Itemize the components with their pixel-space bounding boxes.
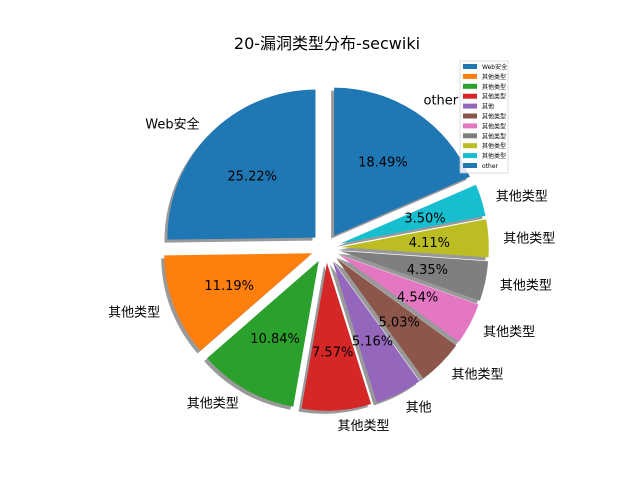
- percentage-label: 5.16%: [352, 335, 393, 350]
- legend-swatch: [463, 133, 477, 139]
- legend-swatch: [463, 93, 477, 99]
- legend-swatch: [463, 113, 477, 119]
- category-label: 其他类型: [503, 231, 555, 246]
- legend-entry: 其他类型: [482, 132, 506, 140]
- legend-entry: 其他类型: [482, 113, 506, 121]
- legend: Web安全其他类型其他类型其他类型其他其他类型其他类型其他类型其他类型其他类型o…: [459, 60, 509, 174]
- legend-swatch: [463, 153, 477, 159]
- legend-swatch: [463, 73, 477, 79]
- pie-slice: [334, 87, 470, 236]
- category-label: 其他类型: [500, 278, 552, 293]
- pie-slice: [336, 258, 457, 379]
- pie-slice: [207, 260, 319, 407]
- pie-slice: [340, 184, 486, 244]
- legend-swatch: [463, 163, 477, 168]
- legend-swatch: [463, 103, 477, 109]
- legend-entry: 其他类型: [482, 152, 506, 160]
- legend-swatch: [463, 83, 477, 89]
- legend-swatch: [463, 64, 477, 69]
- category-label: 其他类型: [483, 325, 535, 340]
- legend-entry: 其他类型: [482, 73, 506, 81]
- category-label: 其他类型: [338, 419, 390, 434]
- legend-swatch: [463, 143, 477, 149]
- percentage-label: 4.11%: [409, 236, 450, 251]
- percentage-label: 18.49%: [358, 155, 408, 170]
- legend-entry: 其他类型: [482, 142, 506, 150]
- percentage-label: 3.50%: [404, 212, 445, 227]
- category-labels: Web安全其他类型其他类型其他类型其他其他类型其他类型其他类型其他类型其他类型o…: [108, 94, 555, 435]
- pie-slice: [164, 253, 313, 351]
- legend-entry: Web安全: [482, 63, 507, 71]
- chart-title: 20-漏洞类型分布-secwiki: [234, 34, 420, 53]
- percentage-label: 5.03%: [379, 315, 420, 330]
- pie-slice: [340, 219, 489, 258]
- category-label: 其他类型: [187, 397, 239, 412]
- legend-swatch: [463, 123, 477, 129]
- category-label: 其他: [406, 401, 432, 416]
- percentage-label: 7.57%: [312, 345, 353, 360]
- category-label: 其他类型: [496, 190, 548, 205]
- legend-entry: 其他类型: [482, 83, 506, 91]
- category-label: other: [424, 94, 459, 109]
- pie-slice: [340, 251, 489, 301]
- percentage-label: 10.84%: [250, 332, 300, 347]
- category-label: 其他类型: [452, 368, 504, 383]
- percentage-label: 25.22%: [227, 169, 277, 184]
- pie-slice: [301, 262, 372, 411]
- category-label: Web安全: [145, 116, 199, 132]
- percentage-label: 4.54%: [397, 290, 438, 305]
- category-label: 其他类型: [108, 306, 160, 321]
- pie-slices: [164, 87, 489, 411]
- pie-slice: [167, 89, 316, 240]
- percentage-label: 11.19%: [204, 279, 254, 294]
- legend-entry: 其他类型: [482, 93, 506, 101]
- legend-entry: other: [482, 163, 499, 170]
- legend-entry: 其他类型: [482, 122, 506, 130]
- percentage-label: 4.35%: [407, 263, 448, 278]
- pie-slice: [332, 261, 420, 403]
- legend-entry: 其他: [482, 103, 494, 111]
- percentage-labels: 25.22% 11.19% 10.84% 7.57%5.16% 5.03% 4.54% 4.…: [204, 155, 450, 360]
- pie-slice: [339, 254, 479, 342]
